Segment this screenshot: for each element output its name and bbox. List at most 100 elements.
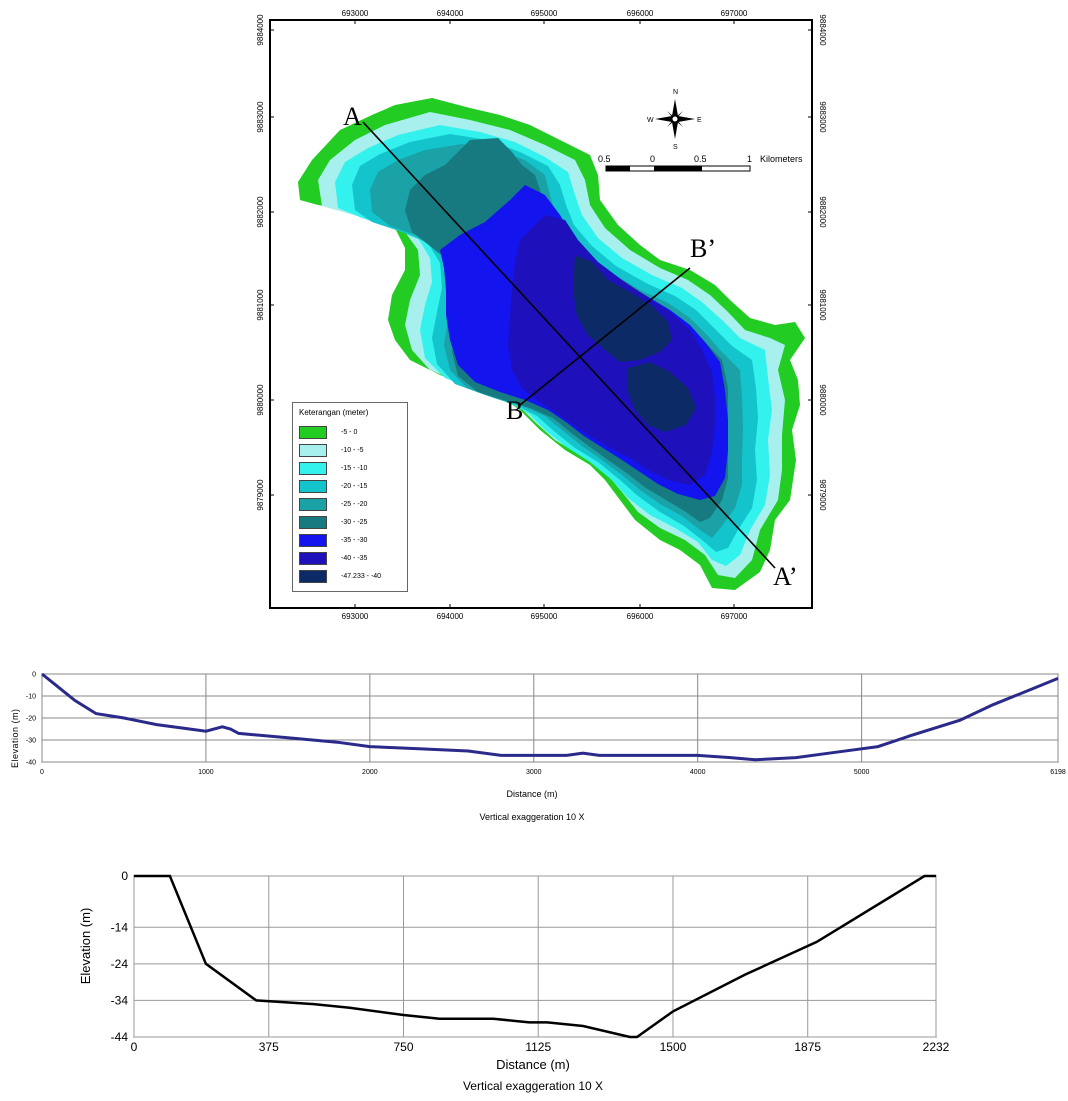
map-y-tick-label: 9881000 <box>818 289 827 321</box>
x-tick-label: 1500 <box>660 1040 687 1054</box>
map-legend: Keterangan (meter) -5 - 0 -10 - -5 -15 - -… <box>292 402 408 592</box>
legend-row: -5 - 0 <box>299 423 407 441</box>
y-tick-label: -24 <box>111 957 129 971</box>
north-label: N <box>673 89 678 96</box>
map-y-tick-label: 9879000 <box>256 479 265 511</box>
map-y-tick-label: 9881000 <box>256 289 265 321</box>
legend-label: -25 - -20 <box>341 500 368 508</box>
x-tick-label: 0 <box>40 769 44 776</box>
compass-rose-icon: N S E W <box>647 89 702 151</box>
scale-label-2: 0.5 <box>694 154 707 164</box>
legend-row: -30 - -25 <box>299 513 407 531</box>
legend-title: Keterangan (meter) <box>299 408 369 417</box>
legend-label: -35 - -30 <box>341 536 368 544</box>
x-tick-label: 4000 <box>690 769 706 776</box>
legend-swatch <box>299 551 327 565</box>
profile-a-line <box>41 672 1059 762</box>
legend-row: -35 - -30 <box>299 531 407 549</box>
map-x-tick-label: 694000 <box>437 612 464 620</box>
legend-label: -10 - -5 <box>341 446 364 454</box>
scale-label-0: 0.5 <box>598 154 611 164</box>
y-tick-label: 0 <box>121 869 128 883</box>
legend-row: -15 - -10 <box>299 459 407 477</box>
zone-47-40 <box>573 255 672 362</box>
profile-a-ylabel: Elevation (m) <box>10 708 20 768</box>
south-label: S <box>673 144 678 151</box>
x-tick-labels-top: 693000 694000 695000 696000 697000 <box>342 9 748 24</box>
x-tick-label: 5000 <box>854 769 870 776</box>
map-x-tick-label: 697000 <box>721 9 748 18</box>
section-line-b <box>519 267 691 406</box>
profile-b-line <box>134 874 936 1039</box>
y-tick-label: -20 <box>26 715 36 722</box>
legend-label: -15 - -10 <box>341 464 368 472</box>
y-tick-label: -40 <box>26 759 36 766</box>
map-y-tick-label: 9882000 <box>818 196 827 228</box>
label-b-prime: B’ <box>690 234 716 263</box>
y-tick-label: 0 <box>32 671 36 678</box>
x-tick-labels-bottom: 693000 694000 695000 696000 697000 <box>342 604 748 620</box>
legend-swatch <box>299 425 327 439</box>
profile-b-caption: Vertical exaggeration 10 X <box>463 1079 603 1093</box>
profile-a-caption: Vertical exaggeration 10 X <box>479 812 584 822</box>
map-x-tick-label: 697000 <box>721 612 748 620</box>
profile-a-xlabel: Distance (m) <box>506 789 557 799</box>
map-y-tick-label: 9880000 <box>256 384 265 416</box>
y-tick-label: -10 <box>26 693 36 700</box>
legend-label: -30 - -25 <box>341 518 368 526</box>
legend-swatch <box>299 515 327 529</box>
map-x-tick-label: 693000 <box>342 612 369 620</box>
y-tick-labels-left: 9884000 9883000 9882000 9881000 9880000 98790… <box>256 14 274 511</box>
west-label: W <box>647 117 654 124</box>
legend-swatch <box>299 443 327 457</box>
x-tick-label: 2232 <box>923 1040 950 1054</box>
x-tick-label: 1000 <box>198 769 214 776</box>
y-tick-labels-right: 9884000 9883000 9882000 9881000 9880000 98790… <box>808 14 827 511</box>
profile-a-chart: 0 1000 2000 3000 4000 5000 6198 0-10-20-30-40 … <box>10 671 1066 822</box>
profile-b-chart: 0 375 750 1125 1500 1875 2232 0 -14 -24 -34 -44 El… <box>78 869 950 1093</box>
legend-swatch <box>299 569 327 583</box>
label-b: B <box>506 396 523 425</box>
legend-label: -40 - -35 <box>341 554 368 562</box>
x-tick-label: 6198 <box>1050 769 1066 776</box>
map-y-tick-label: 9879000 <box>818 479 827 511</box>
legend-label: -47.233 - -40 <box>341 572 382 580</box>
map-y-tick-label: 9880000 <box>818 384 827 416</box>
legend-swatch <box>299 497 327 511</box>
label-a-prime: A’ <box>773 562 798 591</box>
profile-b-ylabel: Elevation (m) <box>78 908 93 985</box>
legend-label: -5 - 0 <box>341 428 358 436</box>
legend-label: -20 - -15 <box>341 482 368 490</box>
map-x-tick-label: 695000 <box>531 612 558 620</box>
map-x-tick-label: 696000 <box>627 612 654 620</box>
map-x-tick-label: 693000 <box>342 9 369 18</box>
map-x-tick-label: 694000 <box>437 9 464 18</box>
scale-label-1: 0 <box>650 154 655 164</box>
zone-47-40-south <box>628 362 696 432</box>
map-y-tick-label: 9884000 <box>256 14 265 46</box>
map-y-tick-label: 9883000 <box>818 101 827 133</box>
legend-row: -25 - -20 <box>299 495 407 513</box>
plot-frame <box>133 875 937 1038</box>
y-tick-label: -44 <box>111 1030 129 1044</box>
y-tick-label: -14 <box>111 920 129 934</box>
map-x-tick-label: 696000 <box>627 9 654 18</box>
x-tick-label: 3000 <box>526 769 542 776</box>
east-label: E <box>697 117 702 124</box>
legend-row: -40 - -35 <box>299 549 407 567</box>
x-tick-label: 2000 <box>362 769 378 776</box>
legend-swatch <box>299 479 327 493</box>
x-tick-label: 1125 <box>525 1040 551 1054</box>
legend-row: -47.233 - -40 <box>299 567 407 585</box>
map-y-tick-label: 9883000 <box>256 101 265 133</box>
legend-row: -10 - -5 <box>299 441 407 459</box>
y-tick-label: -34 <box>111 994 129 1008</box>
legend-row: -20 - -15 <box>299 477 407 495</box>
scale-bar: 0.5 0 0.5 1 Kilometers <box>598 154 803 172</box>
legend-swatch <box>299 461 327 475</box>
map-x-tick-label: 695000 <box>531 9 558 18</box>
label-a: A <box>343 102 362 131</box>
x-tick-label: 0 <box>131 1040 138 1054</box>
legend-swatch <box>299 533 327 547</box>
bathymetric-map: A A’ B B’ 693000 694000 695000 696000 697000… <box>256 9 827 620</box>
